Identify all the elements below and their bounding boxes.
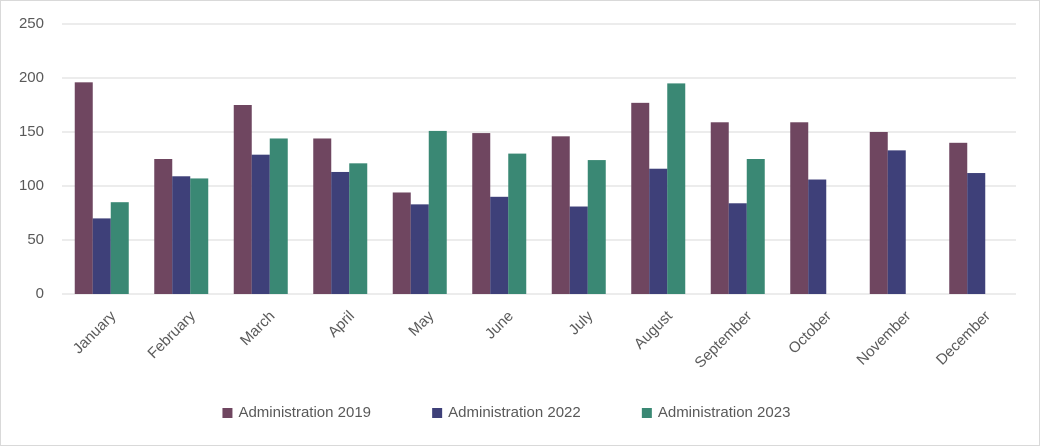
y-tick-label: 250 [19, 15, 44, 32]
bar [410, 204, 429, 294]
bar [269, 138, 288, 294]
bar [587, 160, 606, 294]
legend-swatch [641, 408, 652, 418]
legend-label: Administration 2022 [448, 404, 581, 421]
bar [790, 122, 809, 294]
bar [887, 150, 906, 294]
bar [74, 82, 93, 294]
bar [172, 176, 191, 294]
bar [746, 159, 765, 294]
bar [667, 83, 686, 295]
bar [233, 105, 252, 294]
legend-swatch [222, 408, 233, 418]
bar [490, 196, 509, 294]
bar [190, 178, 209, 294]
bar [869, 132, 888, 294]
bar [967, 173, 986, 294]
bar [349, 163, 368, 294]
bar [551, 136, 570, 294]
bar [92, 218, 111, 294]
bar [508, 153, 527, 294]
bar [392, 192, 411, 294]
y-tick-label: 100 [19, 177, 44, 194]
bar [110, 202, 129, 294]
legend-label: Administration 2019 [238, 404, 371, 421]
bar [710, 122, 729, 294]
bar [569, 206, 588, 294]
bar [331, 171, 350, 294]
legend-label: Administration 2023 [658, 404, 791, 421]
bar [808, 179, 827, 294]
y-tick-label: 0 [36, 285, 44, 302]
bar [728, 203, 747, 294]
y-tick-label: 50 [27, 231, 44, 248]
legend-swatch [432, 408, 443, 418]
y-tick-label: 150 [19, 123, 44, 140]
bar [428, 130, 447, 294]
bar [472, 133, 491, 294]
bar [313, 138, 332, 294]
bar [949, 142, 968, 294]
bar [649, 168, 668, 294]
y-tick-label: 200 [19, 69, 44, 86]
bar [631, 102, 650, 294]
bar [251, 154, 270, 294]
bar [154, 159, 173, 294]
